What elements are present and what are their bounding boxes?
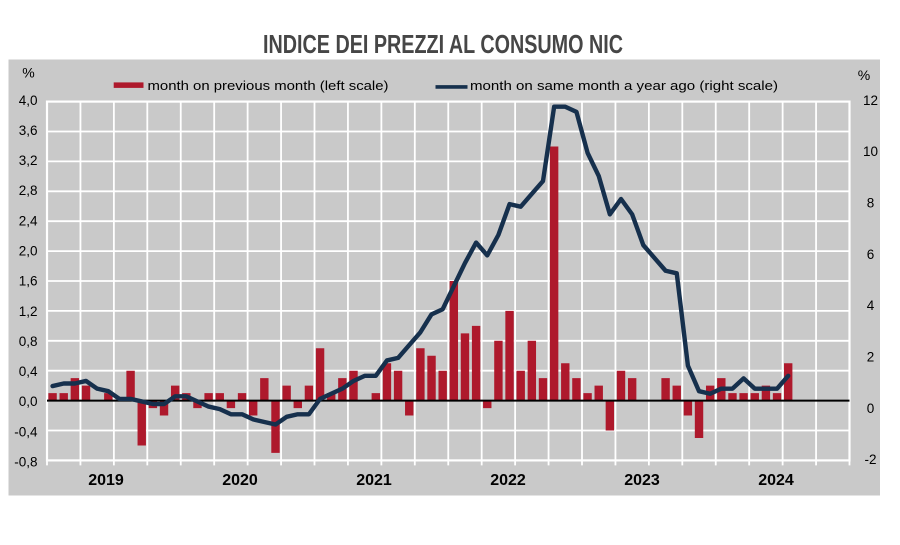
- svg-text:INDICE DEI PREZZI AL CONSUMO N: INDICE DEI PREZZI AL CONSUMO NIC: [263, 29, 623, 59]
- svg-text:2,0: 2,0: [19, 244, 38, 259]
- svg-text:0,4: 0,4: [19, 364, 38, 379]
- svg-text:2022: 2022: [490, 472, 526, 489]
- svg-text:%: %: [22, 65, 34, 81]
- svg-text:2023: 2023: [624, 472, 660, 489]
- svg-text:-0,8: -0,8: [14, 455, 37, 470]
- svg-text:%: %: [858, 67, 870, 83]
- svg-text:1,6: 1,6: [19, 274, 38, 289]
- svg-text:8: 8: [867, 195, 875, 210]
- svg-text:2,4: 2,4: [19, 213, 38, 228]
- svg-text:1,2: 1,2: [19, 304, 38, 319]
- svg-text:6: 6: [867, 247, 875, 262]
- svg-text:0,0: 0,0: [19, 394, 38, 409]
- svg-text:4,0: 4,0: [19, 93, 38, 108]
- svg-text:3,6: 3,6: [19, 123, 38, 138]
- svg-text:2019: 2019: [88, 472, 124, 489]
- svg-text:12: 12: [863, 93, 878, 108]
- svg-text:2024: 2024: [758, 472, 794, 489]
- svg-text:month on previous month (left: month on previous month (left scale): [148, 78, 389, 93]
- svg-text:2: 2: [867, 350, 875, 365]
- svg-text:2021: 2021: [356, 472, 392, 489]
- svg-text:10: 10: [863, 144, 878, 159]
- svg-text:-2: -2: [864, 452, 876, 467]
- svg-text:4: 4: [867, 298, 875, 313]
- svg-text:2020: 2020: [222, 472, 258, 489]
- svg-text:month on same month a year ago: month on same month a year ago (right sc…: [470, 78, 778, 93]
- svg-text:-0,4: -0,4: [14, 424, 38, 439]
- svg-text:3,2: 3,2: [19, 153, 38, 168]
- svg-text:2,8: 2,8: [19, 183, 38, 198]
- svg-text:0: 0: [867, 401, 875, 416]
- svg-text:0,8: 0,8: [19, 334, 38, 349]
